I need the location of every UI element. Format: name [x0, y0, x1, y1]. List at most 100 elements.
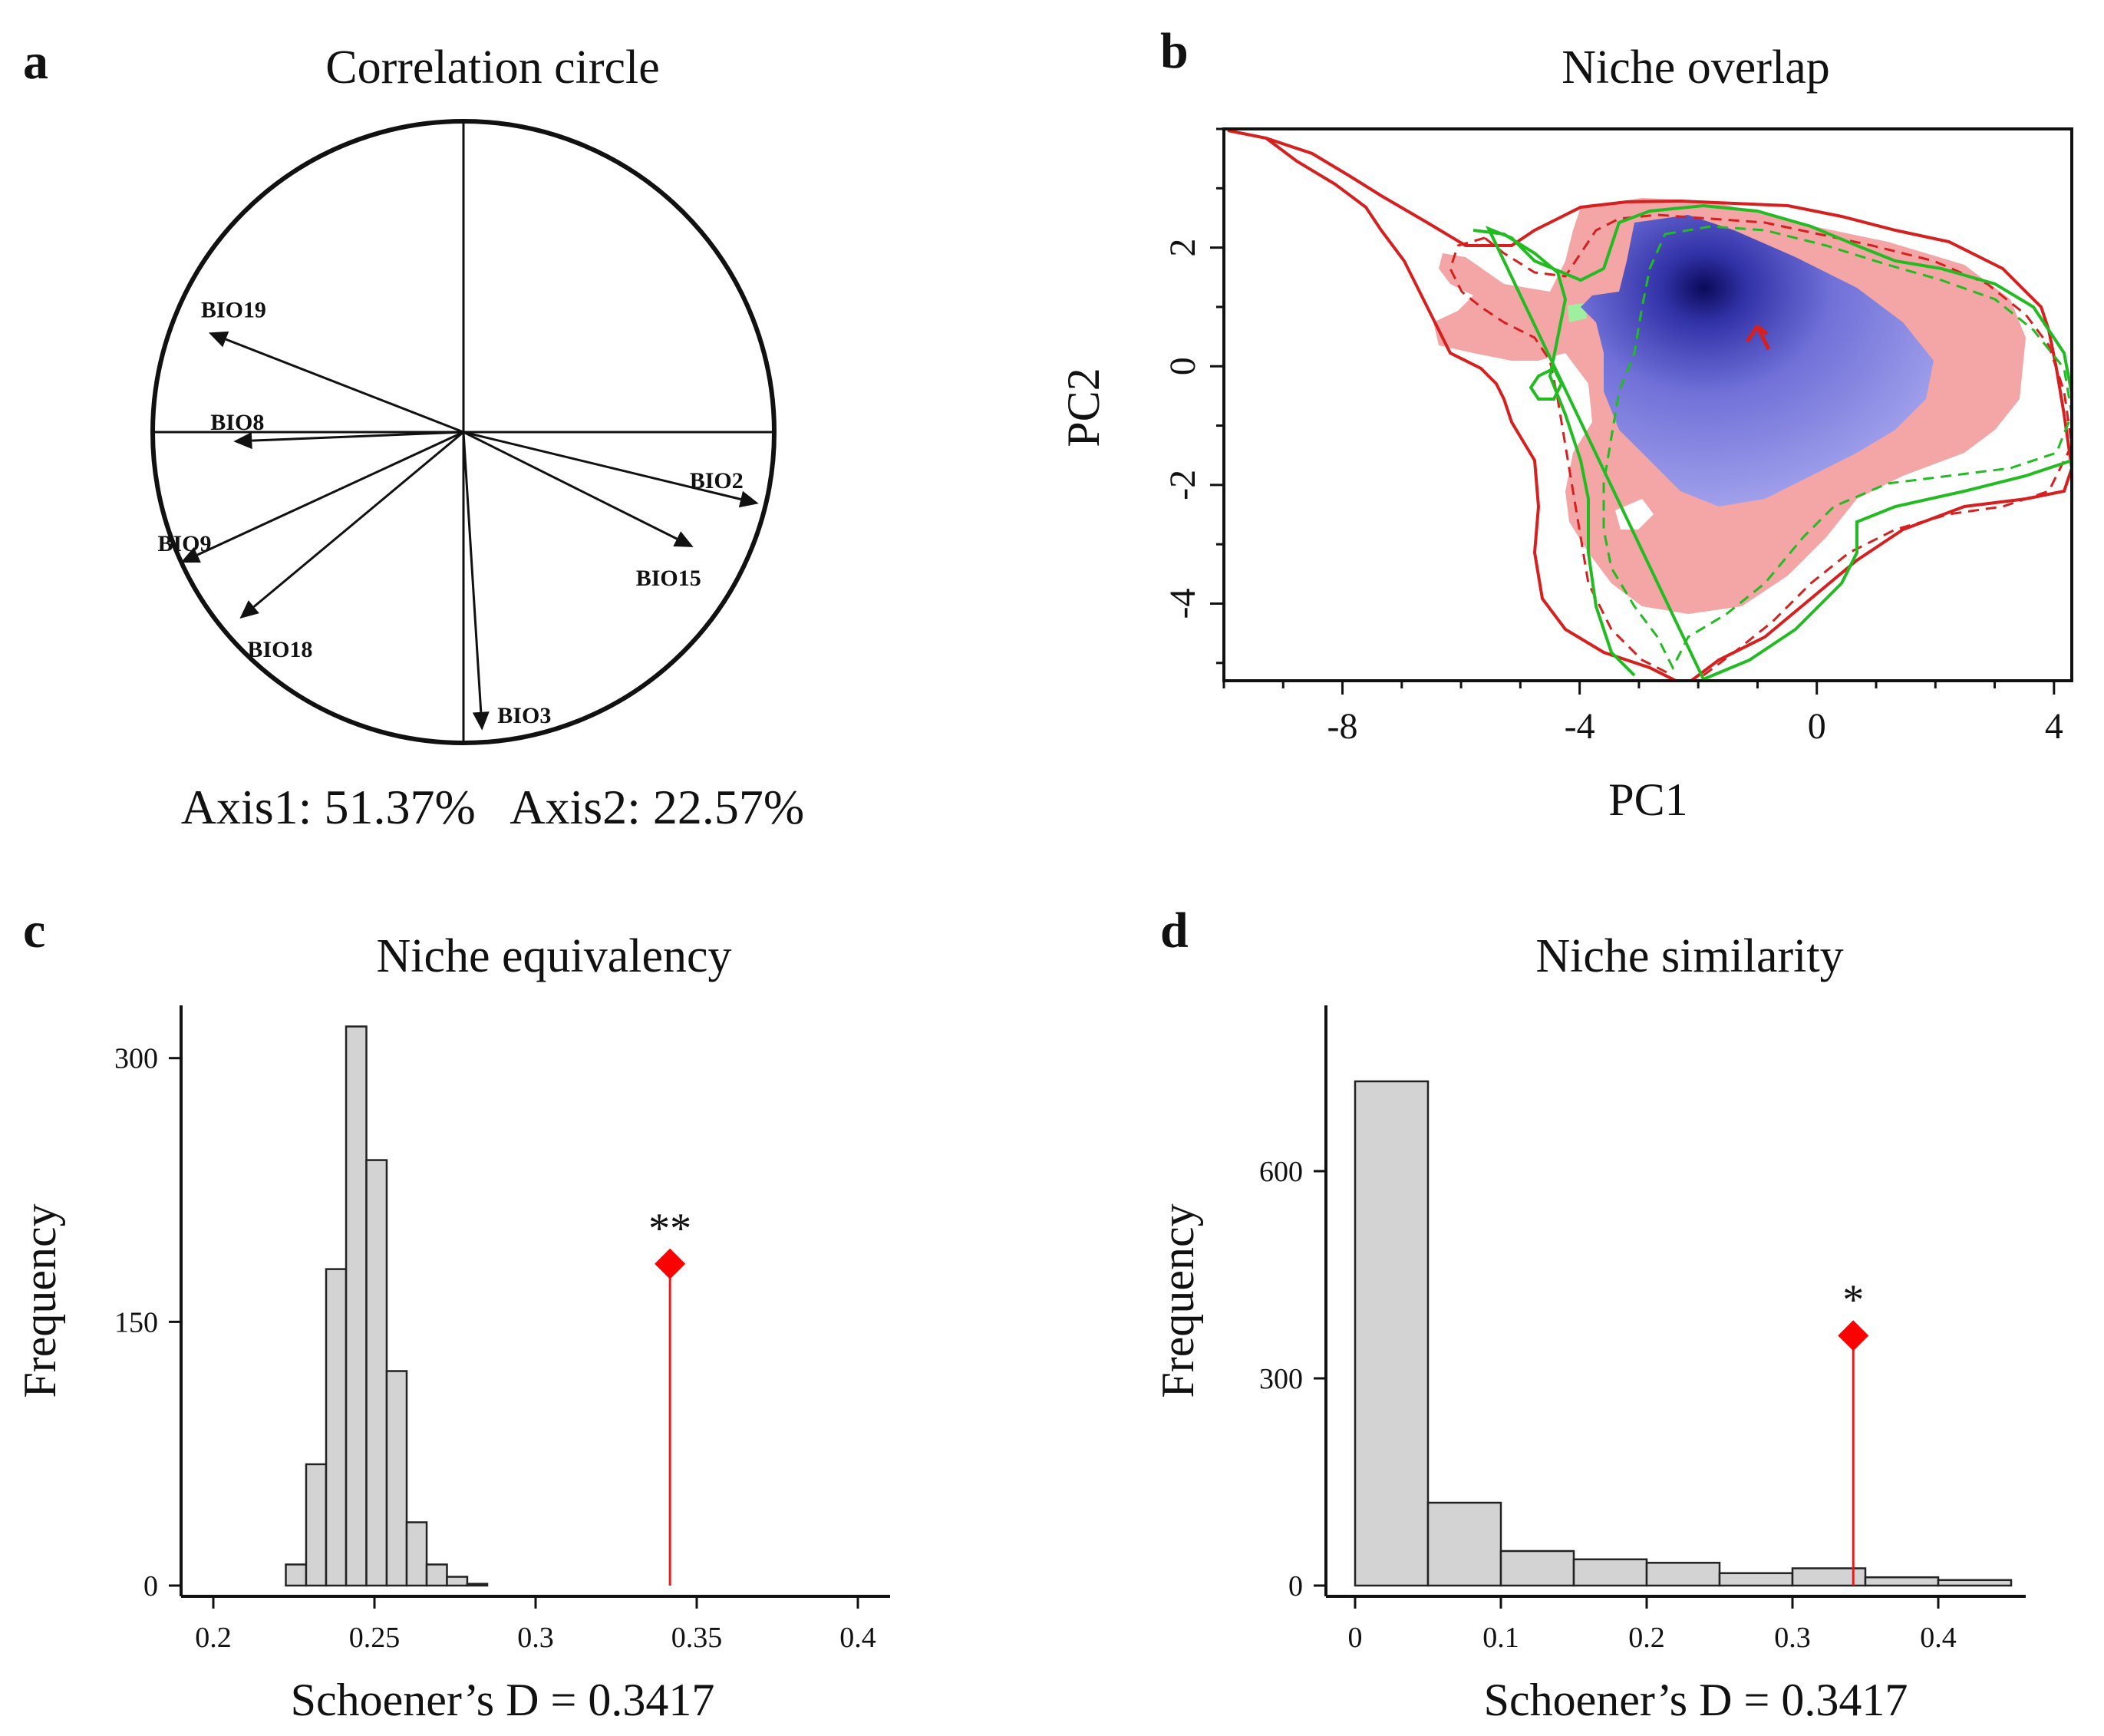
- histogram-bar: [1499, 1550, 1575, 1587]
- histogram-bar: [285, 1563, 308, 1587]
- y-tick-label: 150: [114, 1306, 158, 1338]
- x-axis-label-b: PC1: [1608, 774, 1687, 825]
- x-tick-label: 0.2: [195, 1622, 232, 1654]
- vector-arrowhead-bio2: [738, 490, 759, 508]
- histogram-bar: [385, 1370, 408, 1587]
- x-tick-label: 0.4: [1920, 1622, 1957, 1654]
- chart-title-d: Niche similarity: [1535, 930, 1843, 982]
- chart-title-c: Niche equivalency: [376, 930, 731, 982]
- observed-value-marker: [1838, 1320, 1869, 1352]
- histogram-bar: [446, 1576, 469, 1587]
- axes-b: -8 -4 0 4 -4 -2 0 2: [1162, 127, 2063, 747]
- histogram-bar: [466, 1583, 489, 1587]
- histogram-bar: [405, 1521, 428, 1587]
- panel-letter-c: c: [23, 903, 45, 959]
- histogram-bar: [365, 1159, 388, 1587]
- panel-letter-b: b: [1160, 23, 1189, 79]
- y-axis-label-c: Frequency: [15, 1203, 65, 1398]
- variable-vectors: BIO19 BIO8 BIO9 BIO18 BIO3 BIO15 BIO2: [157, 297, 759, 731]
- histogram-d: 0 0.1 0.2 0.3 0.4 0 300 600 *: [1259, 1005, 2026, 1654]
- vector-arrowhead-bio9: [180, 547, 201, 563]
- y-tick-label: -4: [1162, 589, 1203, 619]
- histogram-bar: [325, 1268, 348, 1587]
- histogram-bar: [1864, 1576, 1940, 1587]
- axes-variance-caption: Axis1: 51.37% Axis2: 22.57%: [181, 780, 804, 834]
- panel-letter-d: d: [1160, 903, 1189, 959]
- histogram-bar: [345, 1025, 368, 1587]
- x-tick-label: 0.2: [1628, 1622, 1665, 1654]
- x-tick-label: 4: [2045, 706, 2063, 747]
- vector-arrowhead-bio18: [239, 600, 259, 619]
- x-tick-label: 0.3: [1774, 1622, 1811, 1654]
- histogram-bar: [1354, 1080, 1430, 1587]
- vector-line-bio3: [462, 431, 483, 712]
- vector-line-bio15: [463, 431, 678, 540]
- x-tick-label: 0.3: [517, 1622, 554, 1654]
- histogram-bar: [1791, 1567, 1867, 1587]
- plot-frame-b: [1222, 127, 2073, 682]
- histogram-bar: [305, 1463, 328, 1587]
- species2-outer-contour: [1472, 203, 2072, 681]
- panel-d-niche-similarity: d Niche similarity 0 0.1 0.2 0.3 0.4 0 300 600 *…: [1153, 903, 2026, 1725]
- panel-a-correlation-circle: a Correlation circle BIO19BIO8BIO9BIO18B…: [23, 34, 804, 834]
- vector-arrowhead-bio15: [673, 531, 694, 547]
- species2-inner-contour: [1602, 225, 2072, 671]
- centroid-arrow: [1745, 325, 1771, 351]
- vector-arrowhead-bio19: [208, 331, 229, 348]
- x-axis-label-d: Schoener’s D = 0.3417: [1484, 1675, 1908, 1725]
- x-tick-label: 0.1: [1482, 1622, 1519, 1654]
- y-tick-label: 0: [1162, 357, 1203, 375]
- observed-value-marker: [655, 1248, 686, 1279]
- vector-label-bio9: BIO9: [157, 531, 211, 556]
- panel-b-niche-overlap: b Niche overlap -8 -4 0 4 -4 -2 0 2 PC1 PC2: [1058, 23, 2073, 825]
- x-tick-label: 0: [1808, 706, 1826, 747]
- panel-letter-a: a: [23, 34, 48, 90]
- vector-label-bio19: BIO19: [201, 297, 266, 322]
- vector-line-bio9: [196, 431, 464, 556]
- histogram-bar: [425, 1563, 448, 1587]
- vector-label-bio2: BIO2: [690, 468, 744, 493]
- x-tick-label: 0: [1348, 1622, 1363, 1654]
- vector-label-bio15: BIO15: [636, 566, 701, 591]
- species1-inner-contour: [1449, 213, 2072, 677]
- x-tick-label: 0.35: [671, 1622, 723, 1654]
- vector-label-bio8: BIO8: [210, 410, 264, 435]
- vector-line-bio18: [252, 431, 464, 608]
- species1-hole: [1615, 499, 1654, 530]
- y-tick-label: 600: [1259, 1156, 1303, 1188]
- y-tick-label: 2: [1162, 239, 1203, 257]
- species1-outer-contour: [1227, 129, 2072, 681]
- y-tick-label: 300: [114, 1043, 158, 1075]
- significance-stars: *: [1842, 1276, 1864, 1324]
- y-tick-label: -2: [1162, 470, 1203, 500]
- histogram-bar: [1645, 1562, 1721, 1587]
- y-axis-label-d: Frequency: [1153, 1203, 1203, 1398]
- histogram-bar: [1937, 1579, 2013, 1587]
- vector-line-bio2: [463, 431, 741, 500]
- overlap-area: [1581, 215, 1934, 507]
- x-tick-label: 0.25: [349, 1622, 401, 1654]
- histogram-bar: [1572, 1558, 1648, 1587]
- significance-stars: **: [648, 1205, 691, 1252]
- histogram-c: 0.2 0.25 0.3 0.35 0.4 0 150 300 **: [114, 1005, 890, 1654]
- vector-line-bio8: [252, 431, 464, 442]
- y-tick-label: 300: [1259, 1363, 1303, 1395]
- histogram-bar: [1426, 1501, 1502, 1587]
- y-tick-label: 0: [143, 1570, 158, 1602]
- niche-density-map: [1227, 129, 2072, 681]
- vector-label-bio3: BIO3: [497, 703, 551, 728]
- panel-c-niche-equivalency: c Niche equivalency 0.2 0.25 0.3 0.35 0.4 0 15…: [15, 903, 890, 1725]
- chart-title-a: Correlation circle: [325, 41, 660, 94]
- x-tick-label: -8: [1327, 706, 1358, 747]
- x-tick-label: 0.4: [839, 1622, 876, 1654]
- chart-title-b: Niche overlap: [1562, 41, 1829, 94]
- vector-arrowhead-bio8: [233, 432, 252, 450]
- vector-arrowhead-bio3: [472, 711, 490, 731]
- y-axis-label-b: PC2: [1058, 368, 1109, 447]
- y-tick-label: 0: [1288, 1570, 1303, 1602]
- x-tick-label: -4: [1565, 706, 1595, 747]
- vector-line-bio19: [225, 338, 464, 434]
- x-axis-label-c: Schoener’s D = 0.3417: [291, 1675, 715, 1725]
- vector-label-bio18: BIO18: [247, 637, 312, 662]
